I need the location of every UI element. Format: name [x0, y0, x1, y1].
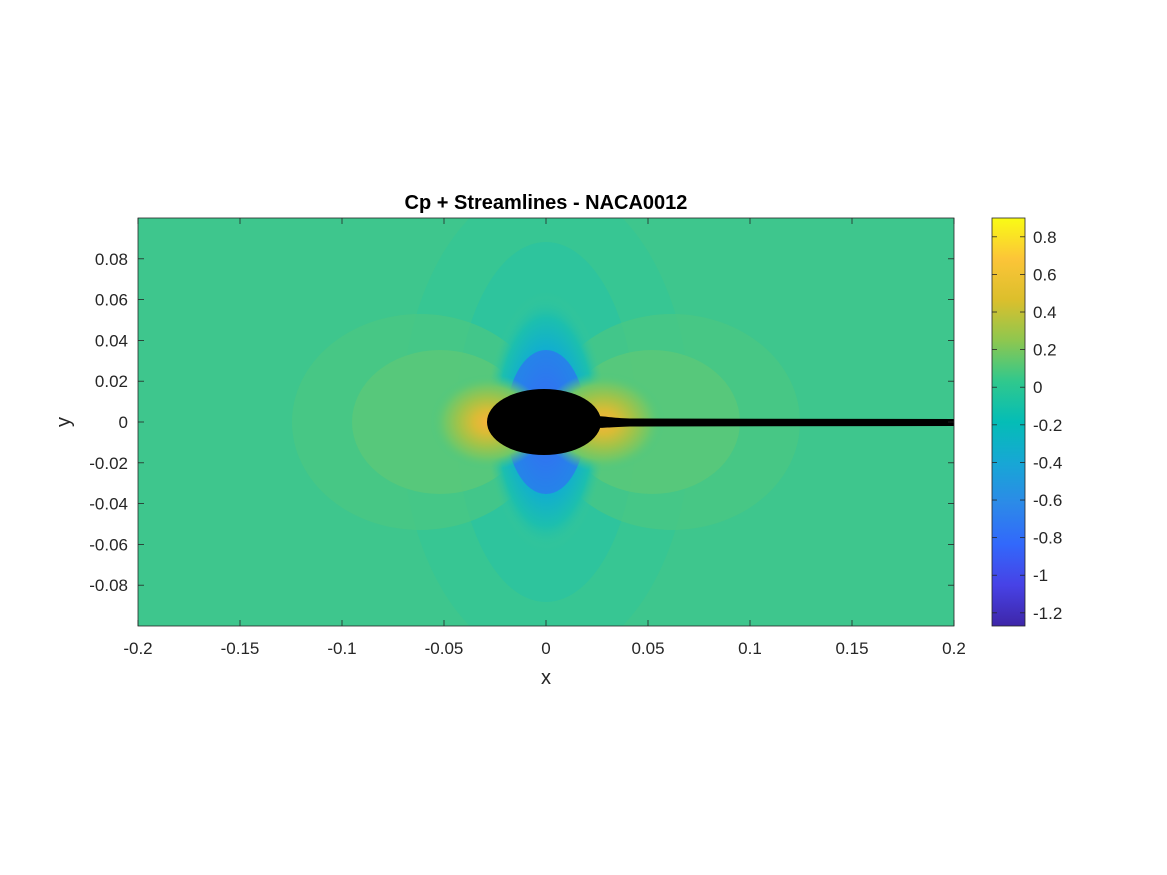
cp-contour-field: [138, 218, 954, 626]
colorbar-tick-label: 0.6: [1033, 265, 1057, 284]
colorbar-ticks: 0.8 0.6 0.4 0.2 0 -0.2 -0.4 -0.6 -0.8 -1 -1.2: [992, 228, 1062, 623]
x-tick-label: 0: [541, 639, 550, 658]
x-axis-ticks: -0.2 -0.15 -0.1 -0.05 0 0.05 0.1 0.15 0.2: [123, 218, 966, 658]
colorbar-tick-label: 0: [1033, 378, 1042, 397]
y-tick-label: -0.06: [89, 535, 128, 554]
y-tick-label: -0.04: [89, 495, 128, 514]
colorbar-tick-label: -0.6: [1033, 491, 1062, 510]
x-tick-label: -0.05: [425, 639, 464, 658]
colorbar-tick-label: 0.8: [1033, 228, 1057, 247]
x-tick-label: 0.1: [738, 639, 762, 658]
y-axis-label: y: [53, 417, 75, 427]
colorbar-tick-label: 0.4: [1033, 303, 1057, 322]
airfoil-body: [487, 389, 601, 455]
x-tick-label: 0.2: [942, 639, 966, 658]
x-tick-label: 0.15: [835, 639, 868, 658]
wake-streamlines: [596, 416, 954, 428]
colorbar-tick-label: -0.8: [1033, 529, 1062, 548]
x-tick-label: -0.1: [327, 639, 356, 658]
colorbar-tick-label: -0.4: [1033, 453, 1062, 472]
x-tick-label: 0.05: [631, 639, 664, 658]
plot-area: -0.2 -0.15 -0.1 -0.05 0 0.05 0.1 0.15 0.2 0.080.…: [53, 192, 966, 689]
colorbar-tick-label: -1: [1033, 566, 1048, 585]
colorbar-frame: [991, 217, 1026, 627]
chart-title: Cp + Streamlines - NACA0012: [405, 192, 688, 214]
y-tick-label: -0.02: [89, 454, 128, 473]
y-tick-label: 0.02: [95, 372, 128, 391]
colorbar-tick-label: -1.2: [1033, 604, 1062, 623]
x-axis-label: x: [541, 667, 551, 689]
y-tick-label: -0.08: [89, 576, 128, 595]
colorbar: 0.8 0.6 0.4 0.2 0 -0.2 -0.4 -0.6 -0.8 -1 -1.2: [991, 217, 1062, 627]
y-tick-label: 0.04: [95, 331, 128, 350]
y-tick-label: 0.06: [95, 291, 128, 310]
x-tick-label: -0.15: [221, 639, 260, 658]
colorbar-tick-label: -0.2: [1033, 416, 1062, 435]
x-tick-label: -0.2: [123, 639, 152, 658]
colorbar-tick-label: 0.2: [1033, 341, 1057, 360]
y-tick-label: 0.08: [95, 250, 128, 269]
colorbar-gradient: [992, 218, 1025, 626]
y-axis-ticks: 0.08 0.06 0.04 0.02 0 -0.02 -0.04 -0.06 -0.08: [89, 250, 954, 595]
y-tick-label: 0: [119, 413, 128, 432]
